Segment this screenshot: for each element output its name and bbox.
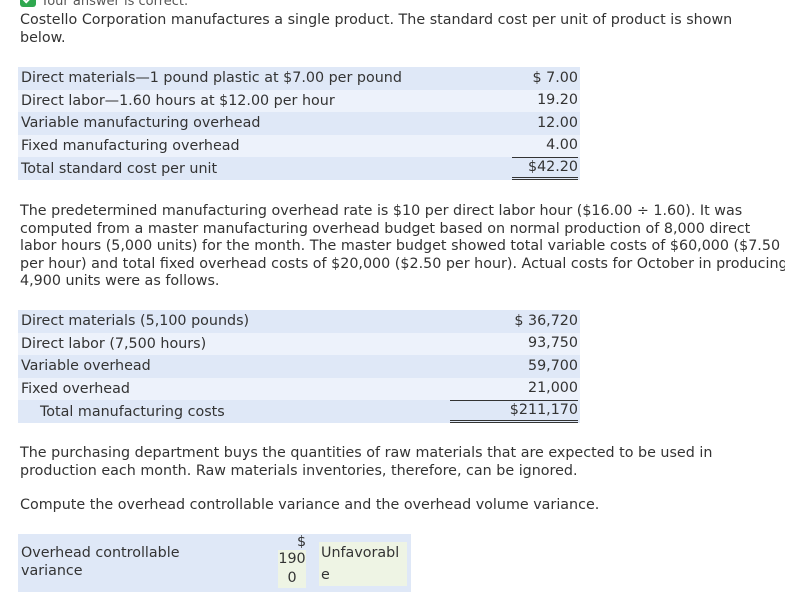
row-label: Fixed overhead <box>21 380 130 397</box>
table-row: Direct labor (7,500 hours) 93,750 <box>18 332 580 355</box>
row-amount: $ 7.00 <box>532 69 578 86</box>
row-label: Fixed manufacturing overhead <box>21 137 240 154</box>
total-row: Total manufacturing costs $211,170 <box>18 400 580 423</box>
total-label: Total standard cost per unit <box>21 160 218 177</box>
total-amount: $211,170 <box>450 400 578 423</box>
row-amount: 12.00 <box>537 114 578 131</box>
table-row: Variable overhead 59,700 <box>18 355 580 378</box>
banner-text: Your answer is correct. <box>41 0 189 9</box>
row-amount: 21,000 <box>527 380 578 397</box>
table-row: Direct labor—1.60 hours at $12.00 per ho… <box>18 89 580 112</box>
rate-paragraph: The predetermined manufacturing overhead… <box>20 203 785 289</box>
variance-status-select[interactable]: Unfavorable <box>319 542 407 586</box>
row-amount: 59,700 <box>527 357 578 374</box>
intro-text: Costello Corporation manufactures a sing… <box>20 12 733 46</box>
row-label: Variable manufacturing overhead <box>21 115 261 132</box>
row-label: Direct materials (5,100 pounds) <box>21 313 250 330</box>
table-row: Direct materials (5,100 pounds) $ 36,720 <box>18 310 580 333</box>
total-amount: $42.20 <box>512 157 578 180</box>
purchasing-paragraph: The purchasing department buys the quant… <box>20 445 713 479</box>
table-row: Fixed manufacturing overhead 4.00 <box>18 134 580 157</box>
row-amount: 19.20 <box>537 92 578 109</box>
table-row: Fixed overhead 21,000 <box>18 377 580 400</box>
checkmark-icon <box>20 0 36 7</box>
row-label: Variable overhead <box>21 358 151 375</box>
answer-label: Overhead controllable variance <box>21 545 180 579</box>
correct-banner: Your answer is correct. <box>20 0 189 9</box>
table-row: Variable manufacturing overhead 12.00 <box>18 112 580 135</box>
row-amount: $ 36,720 <box>514 312 578 329</box>
currency-symbol: $ <box>297 534 307 550</box>
total-label: Total manufacturing costs <box>40 403 225 420</box>
row-label: Direct labor (7,500 hours) <box>21 335 207 352</box>
answer-row: Overhead controllable variance $ 1900 Un… <box>18 534 411 592</box>
table-row: Direct materials—1 pound plastic at $7.0… <box>18 67 580 90</box>
row-label: Direct materials—1 pound plastic at $7.0… <box>21 70 402 87</box>
controllable-variance-input[interactable]: 1900 <box>278 550 306 588</box>
actual-costs-table: Direct materials (5,100 pounds) $ 36,720… <box>18 310 580 423</box>
row-label: Direct labor—1.60 hours at $12.00 per ho… <box>21 92 335 109</box>
row-amount: 4.00 <box>546 137 578 154</box>
total-row: Total standard cost per unit $42.20 <box>18 157 580 180</box>
standard-cost-table: Direct materials—1 pound plastic at $7.0… <box>18 67 580 180</box>
instruction-text: Compute the overhead controllable varian… <box>20 497 600 513</box>
row-amount: 93,750 <box>527 335 578 352</box>
